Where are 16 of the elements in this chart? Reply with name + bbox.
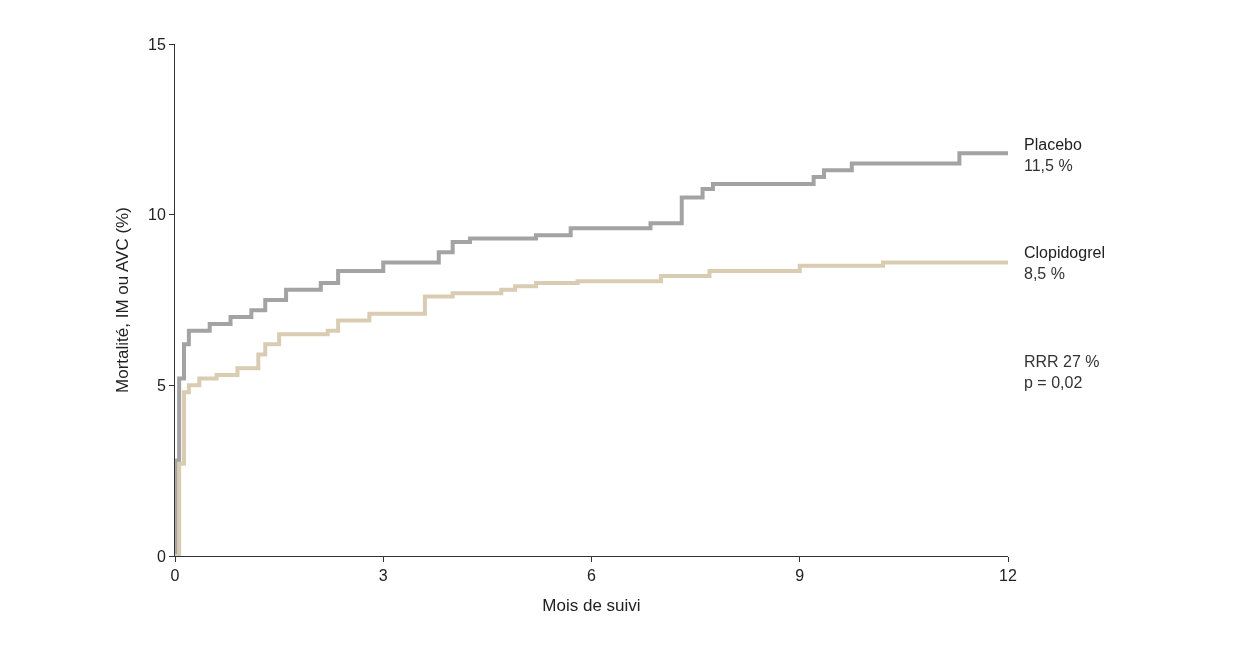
y-axis-title: Mortalité, IM ou AVC (%): [112, 207, 132, 393]
annotation: 11,5 %: [1024, 157, 1073, 174]
y-tick-label: 5: [156, 376, 166, 394]
x-tick-label: 6: [587, 567, 597, 585]
y-tick-label: 0: [156, 547, 166, 565]
x-axis-title: Mois de suivi: [542, 595, 641, 615]
annotation: 8,5 %: [1024, 265, 1065, 282]
y-tick-label: 15: [148, 35, 166, 53]
series-label: Clopidogrel: [1024, 244, 1105, 261]
x-tick-label: 12: [999, 567, 1017, 585]
x-tick-label: 0: [170, 567, 180, 585]
y-tick-label: 10: [148, 206, 166, 224]
series-label: Placebo: [1024, 136, 1082, 153]
text: RRR 27 % p = 0,02: [1024, 353, 1100, 391]
x-tick-label: 3: [378, 567, 388, 585]
x-tick-label: 9: [795, 567, 805, 585]
